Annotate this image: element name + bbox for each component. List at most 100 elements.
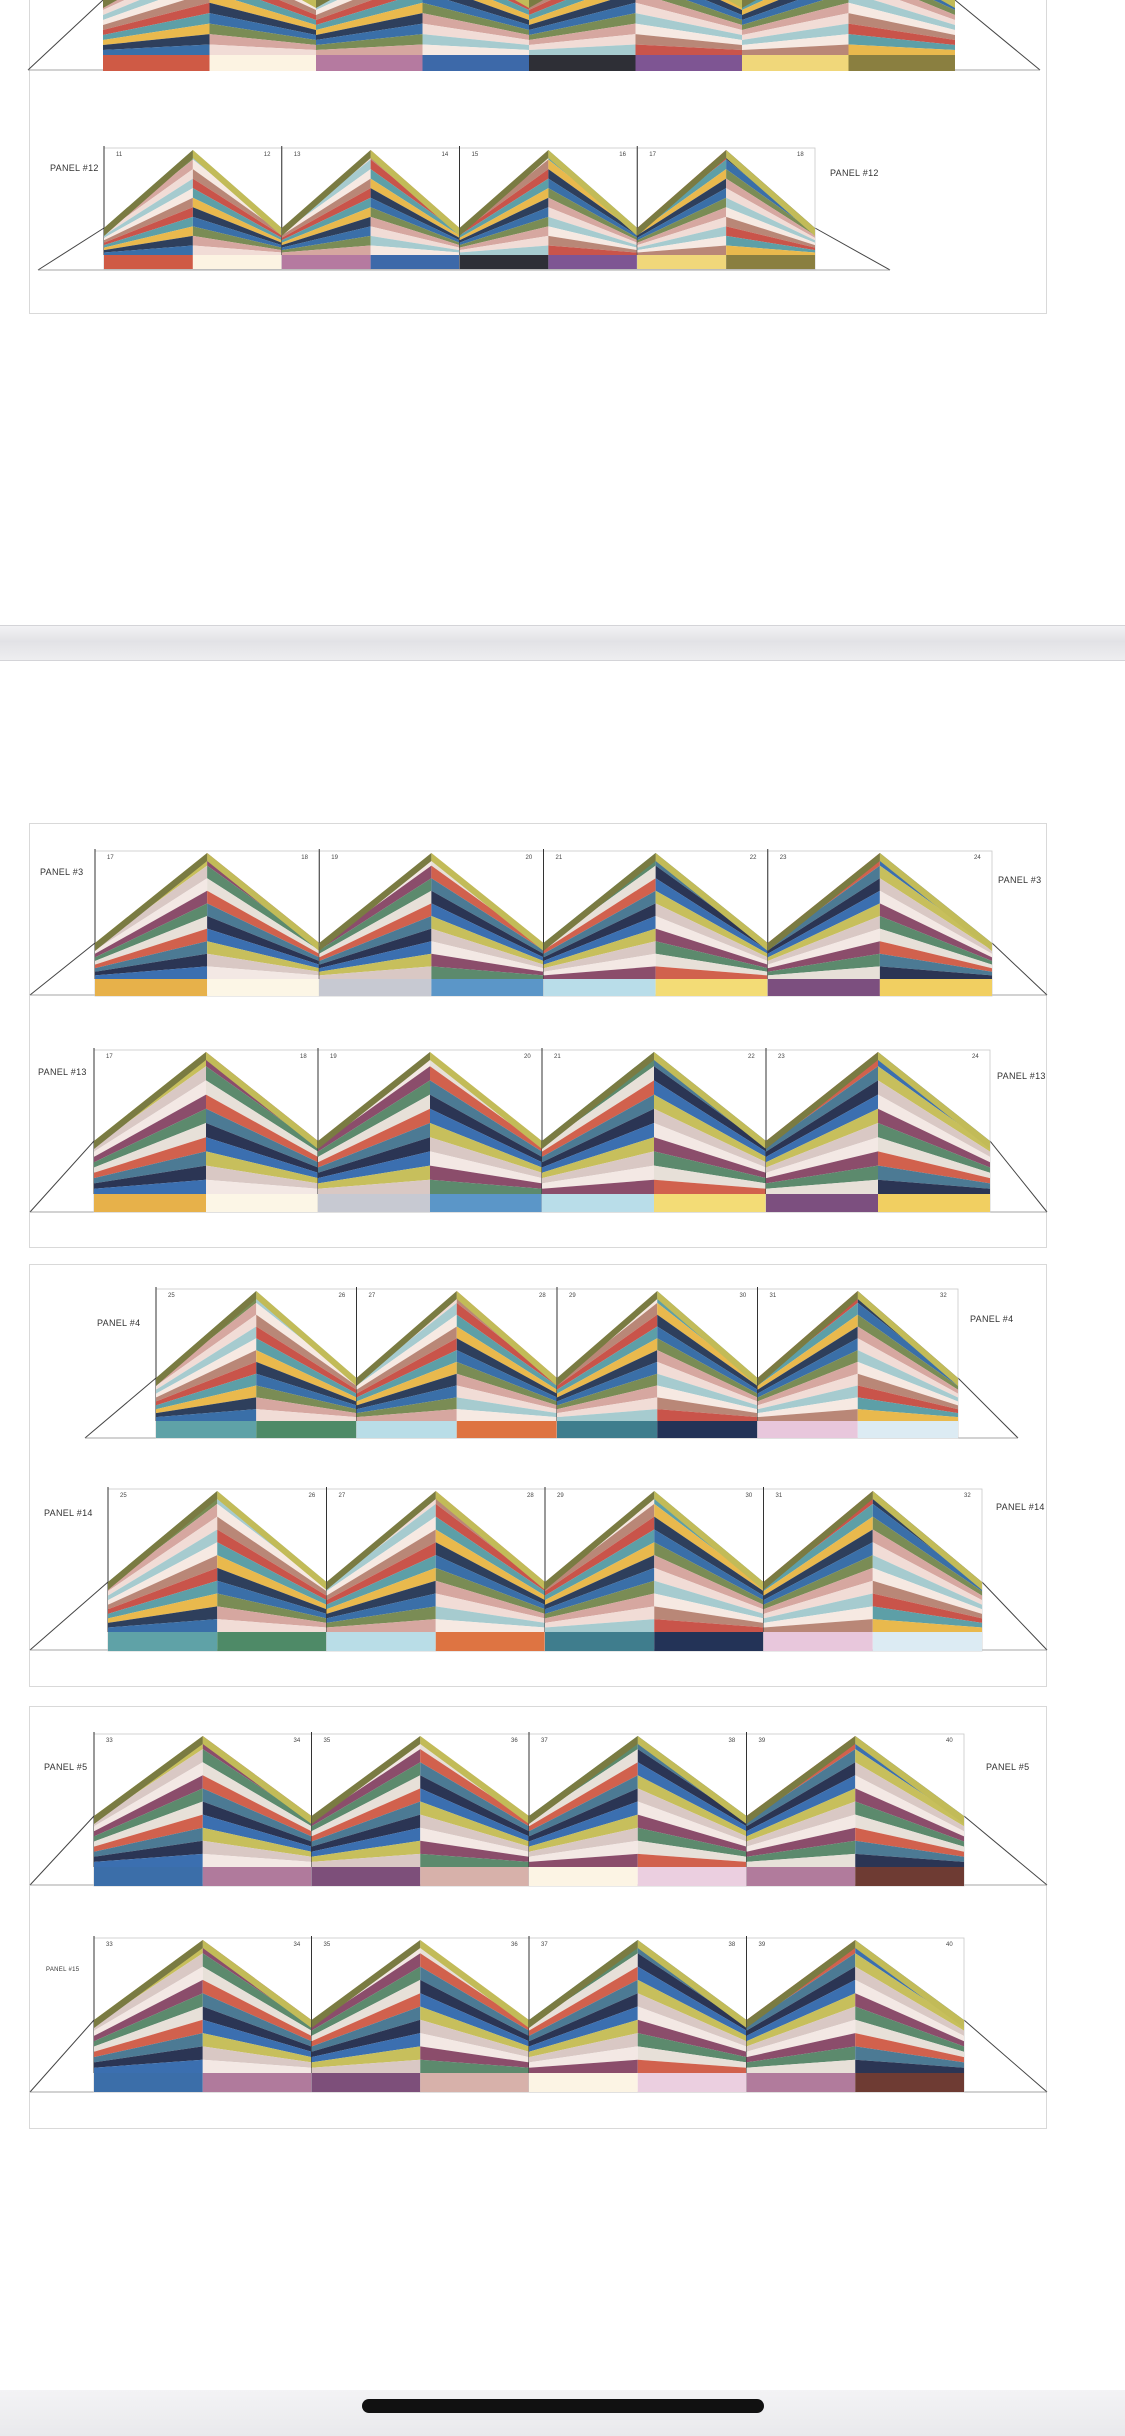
base-block (637, 2073, 747, 2092)
stripe-left (104, 235, 193, 253)
stripe-right (857, 1350, 958, 1402)
stripe-right (202, 1993, 312, 2047)
stripe-left (94, 1979, 203, 2042)
stripe-right (192, 216, 282, 248)
top-band-left (316, 0, 331, 8)
page-number: 12 (264, 152, 271, 158)
base-block (311, 2073, 421, 2092)
stripe-right (726, 245, 815, 255)
stripe-left (94, 1827, 203, 1857)
stripe-left (311, 1979, 421, 2042)
stripe-left (108, 1529, 218, 1601)
stripe-left (757, 1385, 858, 1414)
page-number: 15 (472, 152, 479, 158)
stripe-right (654, 1503, 764, 1592)
stripe-left (542, 1066, 654, 1152)
page-number: 33 (106, 1942, 113, 1948)
stripe-right (655, 878, 768, 954)
base-block (848, 55, 955, 71)
stripe-right (202, 1801, 312, 1847)
stripe-right (209, 34, 316, 50)
stripe-right (637, 1775, 747, 1837)
stripe-left (545, 1606, 655, 1628)
stripe-left (104, 169, 193, 236)
stripe-right (420, 2059, 529, 2073)
guide-line (29, 2019, 95, 2093)
stripe-right (217, 1555, 327, 1610)
stripe-left (94, 1775, 203, 1837)
page-number: 29 (557, 1493, 564, 1499)
stripe-left (557, 1302, 658, 1386)
base-block (456, 1421, 557, 1438)
stripe-right (202, 2059, 312, 2073)
stripe-right (192, 235, 282, 253)
stripe-left (103, 13, 210, 40)
stripe-left (763, 1606, 873, 1628)
stripe-right (431, 916, 544, 965)
stripe-right (657, 1385, 758, 1414)
top-band-left (529, 1736, 638, 1824)
stripe-right (370, 226, 460, 251)
stripe-left (95, 878, 208, 954)
stripe-left (459, 235, 549, 253)
stripe-right (855, 1749, 964, 1827)
page-number: 18 (300, 1054, 307, 1060)
stripe-right (431, 865, 544, 951)
stripe-left (746, 1749, 856, 1827)
stripe-right (548, 169, 638, 236)
stripe-left (156, 1397, 257, 1418)
stripe-right (435, 1529, 545, 1601)
page-number: 32 (964, 1493, 971, 1499)
stripe-left (757, 1302, 858, 1386)
stripe-left (529, 1775, 638, 1837)
stripe-right (430, 1137, 542, 1179)
stripe-left (316, 44, 423, 55)
guide-line (981, 1581, 1048, 1651)
base-block (857, 1421, 958, 1438)
stripe-right (637, 1814, 747, 1852)
stripe-left (104, 197, 193, 243)
stripe-left (742, 23, 849, 45)
base-block (542, 1194, 654, 1212)
page-number: 14 (442, 152, 449, 158)
base-block (281, 255, 371, 269)
top-band-right (637, 1940, 747, 2028)
stripe-right (654, 1179, 766, 1194)
page-number: 26 (309, 1493, 316, 1499)
stripe-left (543, 890, 656, 958)
page-number: 36 (511, 1738, 518, 1744)
base-block (192, 255, 282, 269)
stripe-left (104, 226, 193, 251)
panel-label-4-left: PANEL #4 (97, 1318, 141, 1328)
base-block (855, 2073, 964, 2092)
stripe-right (370, 188, 460, 241)
stripe-right (879, 890, 992, 958)
stripe-left (746, 1966, 856, 2036)
top-band-left (281, 150, 371, 236)
stripe-left (746, 1953, 856, 2031)
base-block (435, 1632, 545, 1651)
stripe-left (746, 1993, 856, 2047)
stripe-left (356, 1373, 457, 1410)
stripe-left (108, 1555, 218, 1610)
stripe-right (430, 1151, 542, 1184)
top-band-right (456, 1291, 557, 1386)
panel-label-14-left: PANEL #14 (44, 1508, 93, 1518)
stripe-right (431, 953, 544, 976)
top-band-left (94, 1940, 203, 2028)
stripe-left (637, 207, 727, 246)
stripe-left (318, 1080, 430, 1157)
stripe-left (319, 941, 432, 972)
stripe-left (104, 245, 193, 255)
stripe-left (94, 2006, 203, 2052)
stripe-right (848, 13, 955, 40)
stripe-right (726, 178, 815, 238)
stripe-right (217, 1529, 327, 1601)
stripe-right (206, 1123, 318, 1173)
stripe-left (742, 2, 849, 36)
stripe-right (420, 1749, 529, 1827)
stripe-left (326, 1516, 436, 1596)
home-indicator[interactable] (362, 2399, 764, 2413)
stripe-left (103, 34, 210, 50)
stripe-right (855, 1966, 964, 2036)
